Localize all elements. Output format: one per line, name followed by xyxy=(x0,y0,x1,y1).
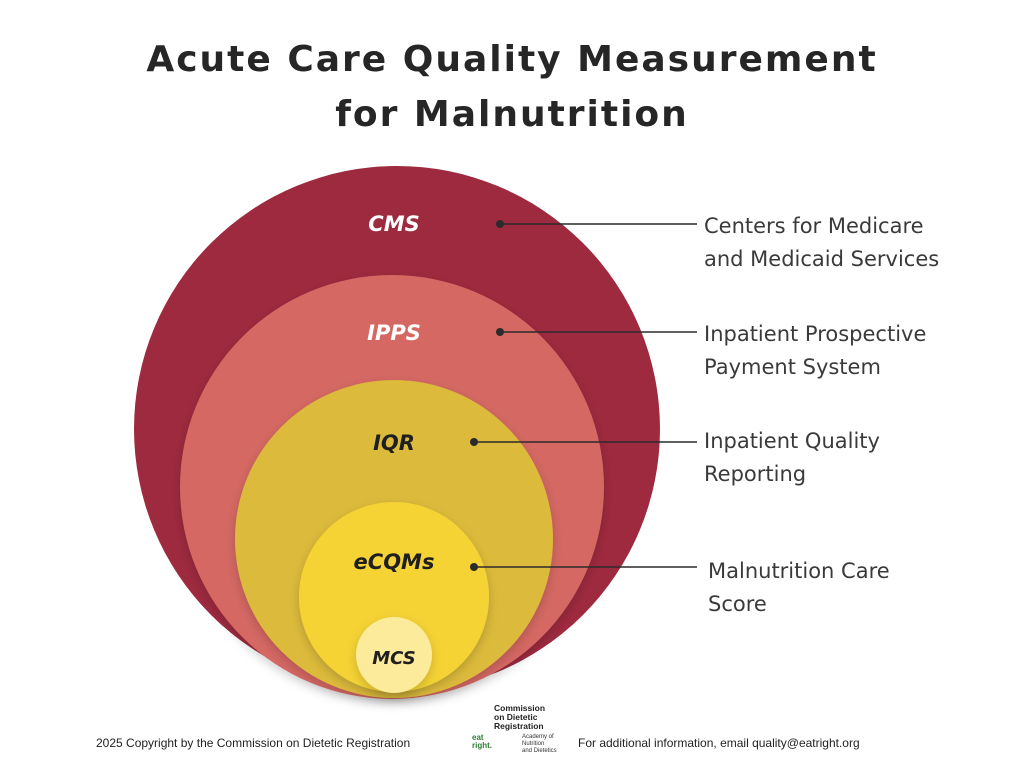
ecqms-description: Malnutrition Care Score xyxy=(708,555,890,621)
logo-org-name: Commission on Dietetic Registration xyxy=(494,703,546,731)
contact-text: For additional information, email qualit… xyxy=(578,736,860,750)
iqr-description: Inpatient Quality Reporting xyxy=(704,425,880,491)
cms-description: Centers for Medicare and Medicaid Servic… xyxy=(704,210,939,276)
ecqms-connector xyxy=(470,563,697,571)
ecqms-description-line-2: Score xyxy=(708,592,767,616)
title-line-1: Acute Care Quality Measurement xyxy=(146,39,878,80)
cms-description-line-1: Centers for Medicare xyxy=(704,214,924,238)
ecqms-label: eCQMs xyxy=(354,550,435,574)
ipps-description-line-1: Inpatient Prospective xyxy=(704,322,927,346)
copyright-text: 2025 Copyright by the Commission on Diet… xyxy=(96,736,411,750)
iqr-connector xyxy=(470,438,697,446)
ipps-connector xyxy=(496,328,697,336)
cms-label: CMS xyxy=(368,212,419,236)
ecqms-description-line-1: Malnutrition Care xyxy=(708,559,890,583)
mcs-circle xyxy=(356,617,432,693)
page-title: Acute Care Quality Measurement for Malnu… xyxy=(0,32,1024,142)
ipps-label: IPPS xyxy=(367,321,421,345)
ipps-description-line-2: Payment System xyxy=(704,355,881,379)
iqr-description-line-1: Inpatient Quality xyxy=(704,429,880,453)
logo-academy-name: Academy of Nutrition and Dietetics xyxy=(522,734,557,754)
cdr-logo: eat right. Commission on Dietetic Regist… xyxy=(472,704,572,760)
ecqms-circle xyxy=(299,502,489,692)
eatright-logo-mark: eat right. xyxy=(472,733,492,750)
mcs-label: MCS xyxy=(372,648,415,669)
ipps-description: Inpatient Prospective Payment System xyxy=(704,318,926,384)
iqr-label: IQR xyxy=(373,431,415,455)
title-line-2: for Malnutrition xyxy=(335,94,689,135)
iqr-description-line-2: Reporting xyxy=(704,462,807,486)
cms-connector xyxy=(496,220,697,228)
cms-description-line-2: and Medicaid Services xyxy=(704,247,940,271)
